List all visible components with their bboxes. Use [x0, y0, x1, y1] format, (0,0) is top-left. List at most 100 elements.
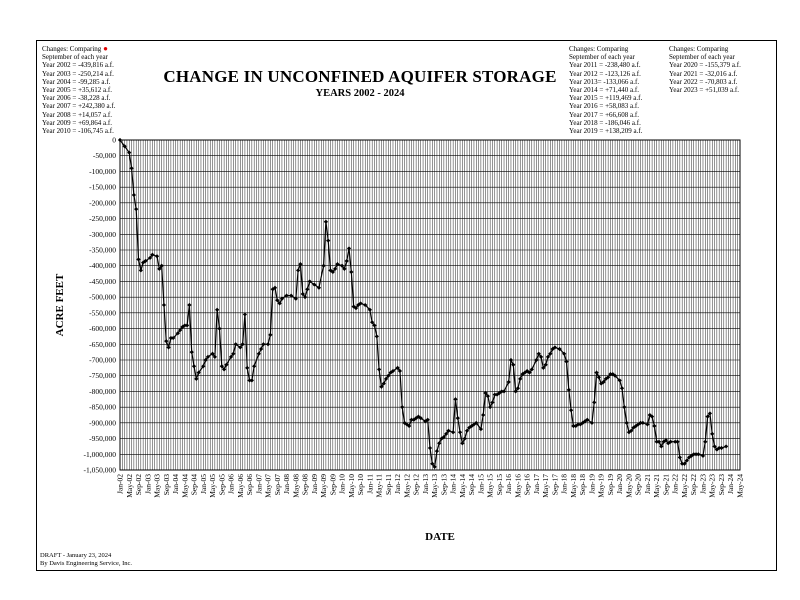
- data-point: [682, 461, 687, 466]
- data-point: [545, 354, 551, 359]
- y-tick-label: -150,000: [89, 183, 116, 192]
- y-tick-label: -850,000: [89, 403, 116, 412]
- data-point: [719, 445, 724, 451]
- data-point: [606, 375, 611, 380]
- data-point: [321, 263, 326, 268]
- note-subheading: September of each year: [42, 53, 108, 62]
- data-point: [191, 364, 197, 369]
- note-line: Year 2008 = +14,057 a.f.: [42, 110, 112, 119]
- data-point: [363, 302, 368, 308]
- data-point: [425, 417, 430, 422]
- data-point: [724, 444, 729, 449]
- data-point: [640, 420, 645, 425]
- data-point: [434, 449, 440, 454]
- x-tick-label: Sep-14: [467, 474, 476, 495]
- data-point: [154, 254, 160, 259]
- data-point: [617, 378, 622, 383]
- note-line: Year 2011 = -238,480 a.f.: [569, 61, 641, 70]
- x-tick-label: Sep-20: [634, 474, 643, 495]
- data-point: [312, 282, 317, 287]
- x-tick-label: May-18: [569, 474, 578, 498]
- data-point: [184, 323, 190, 328]
- page-border: [36, 40, 777, 571]
- data-point: [210, 351, 215, 356]
- note-line: Year 2017 = +66,608 a.f.: [569, 110, 639, 119]
- data-point: [143, 258, 148, 264]
- data-point: [351, 304, 356, 309]
- data-point: [390, 368, 396, 374]
- data-point: [147, 255, 153, 260]
- x-tick-label: Sep-07: [273, 474, 282, 495]
- data-point: [240, 342, 245, 347]
- note-heading: Changes: Comparing: [669, 45, 729, 53]
- data-point: [626, 430, 632, 435]
- data-point: [122, 144, 127, 149]
- x-tick-label: May-21: [652, 474, 661, 498]
- data-point: [395, 365, 400, 370]
- data-point: [656, 439, 662, 444]
- y-tick-label: 0: [112, 136, 116, 145]
- annual-changes-note-2011-2019: Changes: Comparing September of each yea…: [569, 45, 642, 135]
- note-line: Year 2003 = -250,214 a.f.: [42, 69, 114, 78]
- x-tick-label: May-03: [153, 474, 162, 498]
- note-heading: Changes: Comparing: [42, 45, 102, 53]
- x-tick-label: Jan-04: [171, 474, 180, 494]
- data-point: [575, 422, 581, 427]
- data-point: [330, 269, 335, 275]
- data-point: [712, 444, 717, 449]
- data-point: [629, 428, 634, 433]
- data-point: [175, 331, 180, 336]
- data-point: [349, 269, 354, 275]
- data-point: [231, 351, 236, 356]
- data-point: [178, 328, 183, 333]
- x-tick-label: May-04: [180, 474, 189, 498]
- data-point: [592, 400, 597, 405]
- data-point: [353, 306, 359, 311]
- y-tick-label: -600,000: [89, 324, 116, 333]
- y-tick-label: -500,000: [89, 293, 116, 302]
- y-tick-label: -1,000,000: [84, 450, 117, 459]
- data-point: [506, 379, 511, 385]
- x-tick-label: Jan-14: [449, 474, 458, 494]
- data-point: [455, 416, 460, 421]
- data-point: [511, 362, 516, 367]
- data-point: [460, 441, 465, 446]
- data-point: [168, 335, 173, 341]
- data-point: [259, 346, 264, 352]
- x-tick-label: May-16: [513, 474, 522, 498]
- x-tick-label: Sep-09: [328, 474, 337, 495]
- x-tick-label: Jan-12: [393, 474, 402, 494]
- data-point: [187, 302, 192, 308]
- note-line: Year 2002 = -439,816 a.f.: [42, 61, 114, 70]
- data-point: [663, 438, 669, 443]
- data-point: [453, 397, 458, 402]
- data-point: [238, 345, 243, 350]
- data-point: [557, 346, 562, 352]
- data-point: [414, 416, 419, 421]
- data-point: [543, 362, 548, 367]
- x-tick-label: May-07: [264, 474, 273, 498]
- x-tick-label: May-02: [125, 474, 134, 498]
- data-point: [481, 412, 486, 418]
- data-point: [444, 431, 449, 436]
- data-point: [562, 351, 567, 356]
- data-point: [166, 345, 171, 350]
- data-point: [675, 439, 680, 444]
- data-point: [432, 464, 437, 469]
- data-point: [520, 372, 525, 377]
- note-subheading: September of each year: [569, 53, 635, 62]
- x-tick-label: May-24: [736, 474, 745, 498]
- data-point: [439, 436, 444, 441]
- data-point: [141, 260, 146, 265]
- note-line: Year 2019 = +138,209 a.f.: [569, 127, 643, 136]
- data-point: [374, 334, 379, 339]
- data-point: [566, 387, 571, 392]
- data-point: [633, 423, 638, 429]
- data-point: [333, 266, 338, 271]
- x-tick-label: May-22: [680, 474, 689, 498]
- note-line: Year 2007 = +242,380 a.f.: [42, 102, 116, 111]
- data-point: [194, 376, 199, 381]
- data-point: [649, 414, 655, 419]
- y-tick-label: -650,000: [89, 340, 116, 349]
- data-point: [464, 428, 470, 433]
